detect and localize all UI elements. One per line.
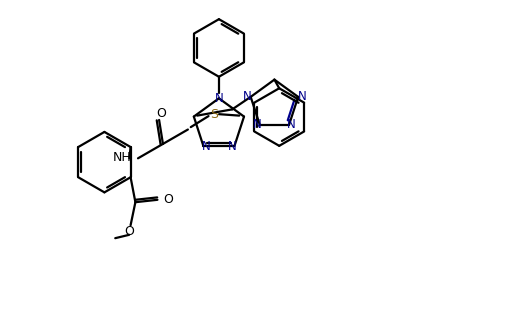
Text: S: S: [210, 108, 218, 121]
Text: N: N: [297, 90, 306, 103]
Text: N: N: [253, 118, 262, 131]
Text: N: N: [243, 90, 251, 103]
Text: N: N: [228, 140, 236, 153]
Text: O: O: [156, 107, 166, 120]
Text: N: N: [201, 140, 210, 153]
Text: O: O: [164, 193, 174, 206]
Text: O: O: [125, 225, 134, 238]
Text: NH: NH: [113, 151, 131, 164]
Text: N: N: [215, 92, 223, 105]
Text: N: N: [287, 118, 296, 131]
